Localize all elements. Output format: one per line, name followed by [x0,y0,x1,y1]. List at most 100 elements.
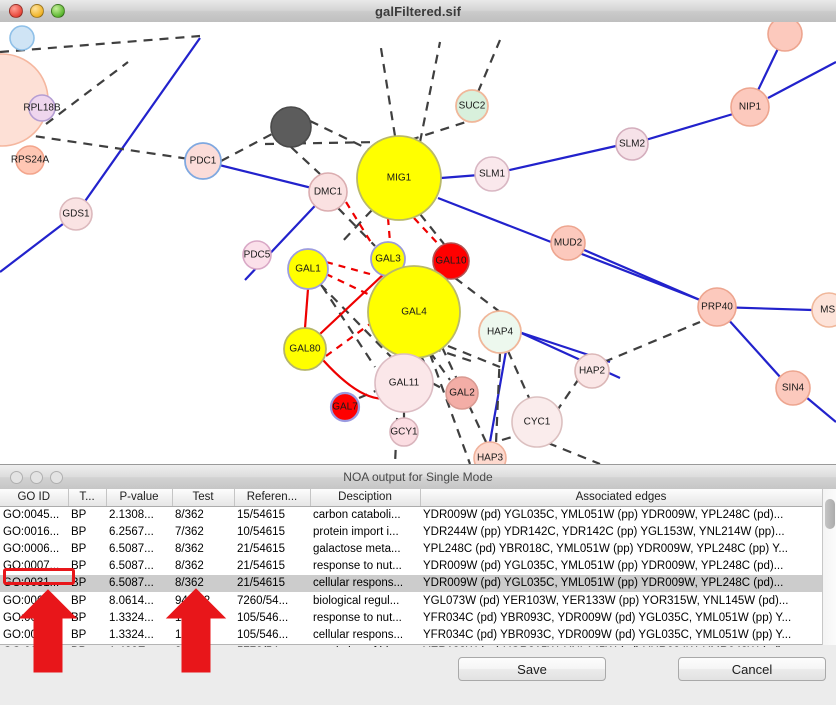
cell-reference: 21/54615 [234,574,310,592]
svg-text:PRP40: PRP40 [701,302,733,313]
svg-text:SLM1: SLM1 [479,169,506,180]
cell-reference: 21/54615 [237,560,285,573]
node-sin4[interactable]: SIN4 [775,370,811,406]
cell-p-value: 6.2567... [109,525,154,538]
node-gal7[interactable]: GAL7 [329,391,361,423]
svg-text:DMC1: DMC1 [314,187,343,198]
column-header-go-id[interactable]: GO ID [0,489,69,507]
network-graph[interactable]: .pd{stroke:#3f3f3f;stroke-width:2.2;stro… [0,22,836,464]
save-button[interactable]: Save [458,657,606,681]
cell-type: BP [71,611,87,624]
node-prp40[interactable]: PRP40 [697,287,737,327]
cell-test: 7/362 [175,525,204,538]
node-suc2[interactable]: SUC2 [455,89,489,123]
column-header-test[interactable]: Test [172,489,235,507]
window-traffic-lights [9,4,65,18]
cell-reference: 15/54615 [237,508,285,521]
noa-output-dialog: NOA output for Single Mode GO ID T... P-… [0,464,836,705]
cell-go-id: GO:0016... [3,525,60,538]
cell-type: BP [71,525,87,538]
node-gds1[interactable]: GDS1 [59,197,93,231]
node-hap2[interactable]: HAP2 [574,353,610,389]
window-title: galFiltered.sif [374,3,462,19]
table-row[interactable]: GO:0031... BP 6.5087... 8/362 21/54615 cellul… [0,574,822,592]
node-gal1[interactable]: GAL1 [287,248,329,290]
node-gal10[interactable]: GAL10 [432,242,470,280]
table-row[interactable]: GO:0045... BP 2.1308... 8/362 15/54615 carbon… [0,506,822,523]
node-rpl18b[interactable]: RPL18B [23,94,61,122]
node-slm1[interactable]: SLM1 [474,156,510,192]
node-mud2[interactable]: MUD2 [550,225,586,261]
table-vertical-scrollbar[interactable] [822,489,836,645]
cell-desciption: protein import i... [313,525,399,538]
svg-text:GAL10: GAL10 [435,256,467,267]
cell-associated-edges: YDR244W (pp) YDR142C, YDR142C (pp) YGL15… [423,525,785,538]
node-msi[interactable]: MSI [811,292,836,328]
cell-associated-edges: YPL248C (pd) YBR018C, YML051W (pp) YDR00… [423,542,789,555]
column-header-type[interactable]: T... [68,489,107,507]
cell-associated-edges: YFR034C (pd) YBR093C, YDR009W (pd) YGL03… [423,628,792,641]
dialog-footer: Save Cancel [0,647,836,705]
node-cyc1[interactable]: CYC1 [511,396,563,448]
node-rps24a[interactable]: RPS24A [11,145,50,175]
cell-type: BP [68,574,106,592]
column-header-associated-edges[interactable]: Associated edges [420,489,823,507]
svg-text:MIG1: MIG1 [387,173,412,184]
cell-test: 8/362 [175,542,204,555]
cell-associated-edges: YGL073W (pd) YER103W, YER133W (pp) YOR31… [423,594,789,607]
svg-text:SUC2: SUC2 [459,101,486,112]
node-topright-partial[interactable] [767,22,803,52]
node-gal11[interactable]: GAL11 [374,353,434,413]
cell-p-value: 6.5087... [109,560,154,573]
table-scrollbar-thumb[interactable] [825,499,835,529]
zoom-icon[interactable] [51,4,65,18]
cell-desciption: response to nut... [313,560,402,573]
table-row[interactable]: GO:0016... BP 6.2567... 7/362 10/54615 protei… [0,523,822,540]
cell-go-id: GO:0045... [3,508,60,521]
column-header-p-value[interactable]: P-value [106,489,173,507]
node-mig1[interactable]: MIG1 [356,135,442,221]
node-pdc1[interactable]: PDC1 [184,142,222,180]
results-table-container[interactable]: GO ID T... P-value Test Referen... Desci… [0,489,836,658]
node-dmc1[interactable]: DMC1 [308,172,348,212]
node-gal80[interactable]: GAL80 [283,327,327,371]
node-layer[interactable]: RPL18B RPS24A GDS1 PDC1 PDC5 DMC1 MIG1 S… [0,22,836,464]
results-table[interactable]: GO ID T... P-value Test Referen... Desci… [0,489,823,661]
close-icon[interactable] [9,4,23,18]
svg-text:GAL3: GAL3 [375,254,401,265]
node-nip1[interactable]: NIP1 [730,87,770,127]
column-header-reference[interactable]: Referen... [234,489,311,507]
cell-associated-edges: YFR034C (pd) YBR093C, YDR009W (pd) YGL03… [423,611,792,624]
dialog-close-icon[interactable] [10,470,23,484]
node-slm2[interactable]: SLM2 [615,127,649,161]
column-header-desciption[interactable]: Desciption [310,489,421,507]
cell-test: 8/362 [175,508,204,521]
svg-text:GAL4: GAL4 [401,307,427,318]
node-gal2[interactable]: GAL2 [445,376,479,410]
node-hap4[interactable]: HAP4 [478,310,522,354]
table-row[interactable]: GO:0007... BP 6.5087... 8/362 21/54615 respon… [0,558,822,575]
cell-associated-edges: YDR009W (pd) YGL035C, YML051W (pp) YDR00… [423,508,784,521]
svg-text:GAL7: GAL7 [332,402,358,413]
node-top-partial[interactable] [9,25,35,51]
node-pdc5[interactable]: PDC5 [242,240,272,270]
minimize-icon[interactable] [30,4,44,18]
network-canvas[interactable]: .pd{stroke:#3f3f3f;stroke-width:2.2;stro… [0,22,836,464]
dialog-minimize-icon[interactable] [30,470,43,484]
cancel-button[interactable]: Cancel [678,657,826,681]
table-row[interactable]: GO:0006... BP 6.5087... 8/362 21/54615 galact… [0,540,822,557]
node-hap3[interactable]: HAP3 [473,441,507,464]
cell-reference: 7260/54... [237,594,289,607]
cell-desciption: cellular respons... [310,574,420,592]
dialog-zoom-icon[interactable] [50,470,63,484]
node-unlabeled-grey[interactable] [270,106,312,148]
node-gcy1[interactable]: GCY1 [389,417,419,447]
cell-reference: 105/546... [237,611,289,624]
cell-type: BP [71,542,87,555]
svg-text:GDS1: GDS1 [62,209,90,220]
cell-p-value: 8.0614... [109,594,154,607]
table-header-row: GO ID T... P-value Test Referen... Desci… [0,489,823,507]
cell-p-value: 1.3324... [109,611,154,624]
